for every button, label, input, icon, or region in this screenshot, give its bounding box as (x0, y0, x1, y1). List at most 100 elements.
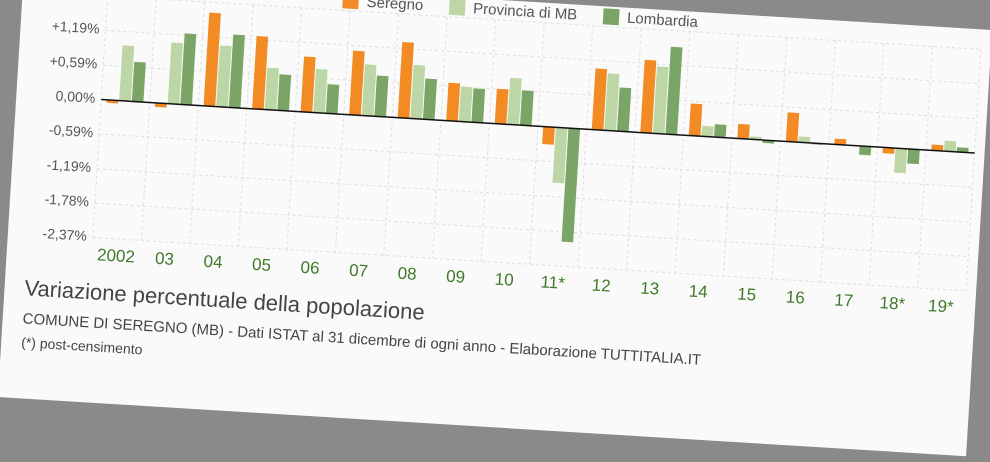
y-tick-label: -1,78% (44, 191, 89, 210)
x-tick-label: 08 (397, 264, 417, 284)
bar (882, 147, 895, 154)
bar (894, 148, 908, 174)
category-separator (965, 49, 982, 291)
x-tick-label: 16 (785, 287, 805, 307)
grid-line (96, 168, 971, 223)
x-tick-label: 17 (834, 290, 854, 310)
grid-line (105, 29, 979, 85)
y-tick-label: -0,59% (48, 122, 93, 141)
category-separator (723, 34, 739, 277)
y-tick-label: +0,59% (49, 53, 98, 72)
bar (471, 88, 486, 123)
category-separator (286, 7, 303, 250)
bar (313, 68, 328, 114)
category-separator (334, 10, 351, 253)
category-separator (820, 40, 836, 283)
bar (410, 64, 426, 120)
bar (131, 61, 146, 103)
bar (167, 42, 184, 105)
x-tick-label: 04 (203, 252, 223, 272)
bar (798, 136, 811, 143)
bar (907, 148, 920, 165)
bar (252, 36, 269, 110)
category-separator (140, 0, 157, 241)
bar (507, 77, 522, 126)
category-separator (674, 31, 691, 274)
legend-label: Lombardia (627, 10, 699, 31)
bar (956, 147, 969, 153)
category-separator (917, 46, 933, 288)
bar (640, 59, 657, 134)
category-separator (92, 0, 109, 238)
bar (300, 56, 316, 113)
bar (604, 73, 620, 132)
category-separator (528, 22, 545, 265)
category-separator (383, 13, 400, 256)
legend-swatch (602, 8, 620, 26)
bar (561, 128, 581, 243)
bar (665, 46, 683, 135)
bar (688, 103, 703, 137)
bar (180, 33, 197, 106)
bar (374, 75, 389, 117)
category-separator (868, 43, 885, 286)
x-tick-label: 11* (540, 272, 566, 292)
x-tick-label: 05 (252, 255, 272, 275)
legend-label: Seregno (366, 0, 424, 14)
x-tick-label: 15 (737, 284, 757, 304)
bar (834, 138, 847, 146)
bar (701, 125, 714, 137)
bar (422, 78, 438, 120)
bar (216, 45, 232, 108)
x-tick-label: 09 (446, 267, 466, 287)
category-separator (480, 19, 497, 262)
bar (519, 90, 534, 126)
category-separator (626, 28, 642, 271)
bar (119, 45, 135, 102)
y-tick-label: +1,19% (51, 18, 100, 37)
bar (652, 66, 669, 134)
bar (203, 12, 221, 107)
bar (944, 140, 957, 152)
chart-note: (*) post-censimento (21, 334, 143, 357)
grid-line (103, 64, 977, 120)
x-tick-label: 10 (494, 270, 514, 290)
bar (737, 123, 750, 140)
bar (859, 145, 872, 156)
bar (277, 74, 292, 112)
y-tick-label: -2,37% (42, 225, 87, 244)
bar (714, 124, 727, 138)
bar (616, 87, 632, 132)
x-tick-label: 06 (300, 258, 320, 278)
category-separator (431, 16, 448, 259)
bar (542, 126, 555, 145)
zero-line (101, 98, 975, 154)
x-tick-label: 14 (688, 281, 708, 301)
x-tick-label: 2002 (97, 245, 136, 266)
x-tick-label: 13 (640, 279, 660, 299)
legend-label: Provincia di MB (473, 0, 578, 23)
x-tick-label: 18* (879, 293, 906, 314)
bar (349, 50, 365, 116)
category-separator (189, 1, 206, 244)
bar (228, 34, 245, 109)
bar (325, 84, 340, 114)
y-tick-label: -1,19% (46, 156, 91, 175)
bar (552, 127, 568, 184)
bar (591, 68, 608, 131)
legend-swatch (448, 0, 466, 16)
x-tick-label: 03 (155, 249, 175, 269)
x-tick-label: 19* (928, 296, 955, 317)
x-tick-label: 12 (591, 276, 611, 296)
category-separator (577, 25, 594, 268)
bar (264, 67, 279, 111)
grid-line (94, 202, 969, 258)
bar (361, 64, 377, 117)
bar (446, 82, 461, 122)
legend-swatch (342, 0, 360, 10)
category-separator (237, 4, 254, 247)
